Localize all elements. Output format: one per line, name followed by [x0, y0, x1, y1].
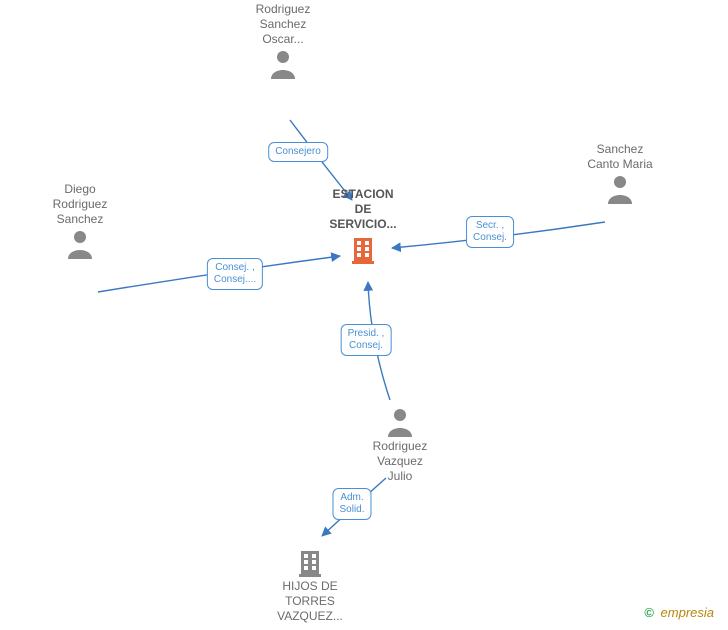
watermark: © empresia — [644, 605, 714, 620]
copyright-symbol: © — [644, 605, 654, 620]
node-label: ESTACION DE SERVICIO... — [303, 187, 423, 232]
node-c_hijos[interactable]: HIJOS DE TORRES VAZQUEZ... — [250, 545, 370, 624]
node-label: HIJOS DE TORRES VAZQUEZ... — [250, 579, 370, 624]
node-p_julio[interactable]: Rodriguez Vazquez Julio — [340, 405, 460, 484]
node-p_diego[interactable]: Diego Rodriguez Sanchez — [20, 182, 140, 261]
edges-layer — [0, 0, 728, 630]
brand-name: empresia — [661, 605, 714, 620]
building-icon — [250, 547, 370, 577]
node-label: Sanchez Canto Maria — [560, 142, 680, 172]
node-label: Rodriguez Vazquez Julio — [340, 439, 460, 484]
building-icon — [303, 234, 423, 264]
edge-label: Secr. , Consej. — [466, 216, 514, 248]
person-icon — [340, 407, 460, 437]
person-icon — [560, 174, 680, 204]
node-p_maria[interactable]: Sanchez Canto Maria — [560, 142, 680, 206]
edge-label: Presid. , Consej. — [341, 324, 392, 356]
edge-label: Consejero — [268, 142, 328, 162]
edge-label: Consej. , Consej.... — [207, 258, 263, 290]
node-label: Diego Rodriguez Sanchez — [20, 182, 140, 227]
node-p_oscar[interactable]: Rodriguez Sanchez Oscar... — [223, 2, 343, 81]
node-center[interactable]: ESTACION DE SERVICIO... — [303, 187, 423, 266]
person-icon — [20, 229, 140, 259]
person-icon — [223, 49, 343, 79]
node-label: Rodriguez Sanchez Oscar... — [223, 2, 343, 47]
edge-label: Adm. Solid. — [332, 488, 371, 520]
